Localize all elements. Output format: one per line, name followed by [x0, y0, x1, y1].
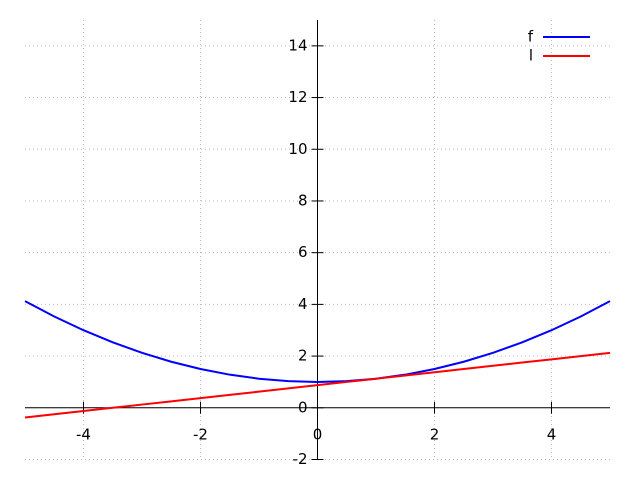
- x-tick-label: 4: [547, 425, 557, 443]
- x-tick-label: 2: [430, 425, 440, 443]
- y-tick-label: 4: [298, 295, 308, 313]
- y-tick-label: -2: [293, 450, 308, 468]
- y-tick-label: 2: [298, 347, 308, 365]
- y-tick-label: 12: [288, 88, 307, 106]
- y-tick-label: 10: [288, 140, 307, 158]
- x-tick-label: 0: [313, 425, 323, 443]
- series-line: [24, 300, 611, 383]
- legend-label: l: [529, 47, 533, 65]
- series-line: [24, 351, 611, 419]
- x-tick-label: -2: [193, 425, 208, 443]
- y-tick-label: 0: [298, 398, 308, 416]
- legend-label: f: [528, 28, 534, 46]
- x-tick-label: -4: [76, 425, 91, 443]
- y-tick-label: 6: [298, 243, 308, 261]
- y-tick-label: 14: [288, 36, 307, 54]
- y-tick-label: 8: [298, 191, 308, 209]
